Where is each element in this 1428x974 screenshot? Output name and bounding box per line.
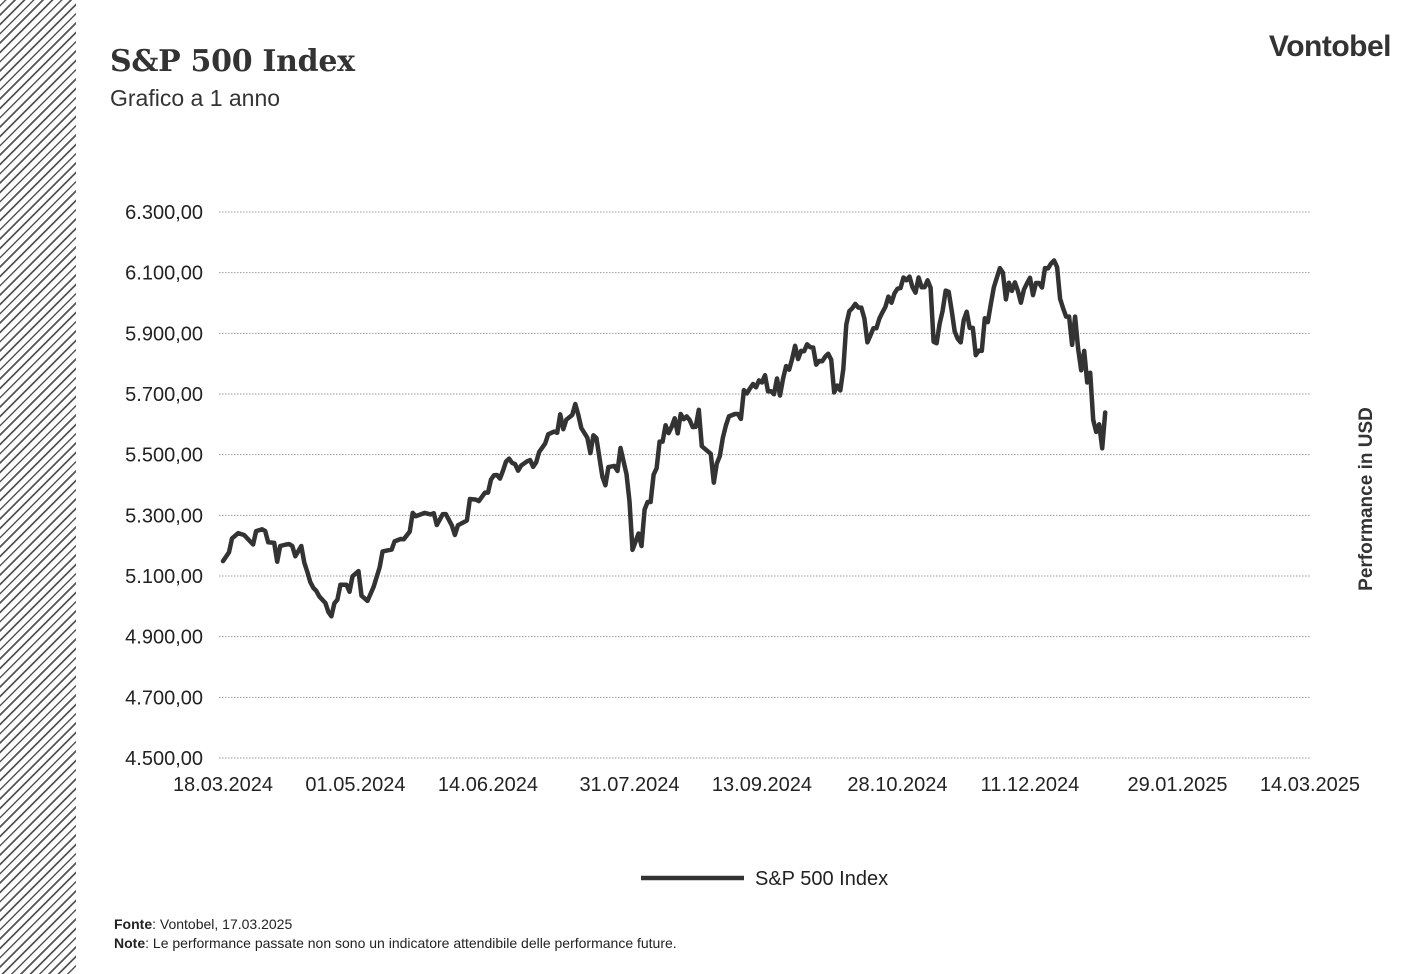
source-note: Fonte: Vontobel, 17.03.2025 [114, 916, 292, 932]
x-tick-label: 31.07.2024 [579, 774, 679, 796]
brand-logo: Vontobel [1268, 30, 1392, 63]
source-text: : Vontobel, 17.03.2025 [152, 916, 293, 932]
x-tick-label: 14.06.2024 [438, 774, 538, 796]
note-text: : Le performance passate non sono un ind… [145, 935, 677, 951]
x-tick-label: 29.01.2025 [1127, 774, 1227, 796]
y-tick-label: 4.900,00 [125, 627, 203, 649]
series-line [220, 258, 1108, 619]
x-axis: 18.03.2024 01.05.2024 14.06.2024 31.07.2024… [173, 774, 1360, 796]
y-tick-label: 6.300,00 [125, 202, 203, 224]
x-tick-label: 28.10.2024 [847, 774, 947, 796]
y-tick-label: 5.900,00 [125, 323, 203, 345]
y-tick-label: 4.500,00 [125, 748, 203, 770]
hatched-side-band [0, 0, 76, 974]
y-axis: 4.500,00 4.700,00 4.900,00 5.100,00 5.300,00… [125, 202, 203, 770]
page-subtitle: Grafico a 1 anno [110, 85, 281, 111]
x-tick-label: 13.09.2024 [712, 774, 812, 796]
y-axis-title: Performance in USD [1356, 407, 1377, 591]
y-tick-label: 5.500,00 [125, 445, 203, 467]
page-title: S&P 500 Index [110, 44, 355, 79]
x-tick-label: 18.03.2024 [173, 774, 273, 796]
y-tick-label: 6.100,00 [125, 263, 203, 285]
gridlines [219, 211, 1310, 759]
note-label: Note [114, 935, 146, 951]
legend-label: S&P 500 Index [755, 868, 888, 890]
source-label: Fonte [114, 916, 153, 932]
x-tick-label: 01.05.2024 [305, 774, 405, 796]
disclaimer-note: Note: Le performance passate non sono un… [114, 935, 677, 951]
x-tick-label: 11.12.2024 [981, 774, 1080, 796]
y-tick-label: 5.300,00 [125, 505, 203, 527]
y-tick-label: 5.700,00 [125, 384, 203, 406]
x-tick-label: 14.03.2025 [1260, 774, 1360, 796]
y-tick-label: 5.100,00 [125, 566, 203, 588]
y-tick-label: 4.700,00 [125, 687, 203, 709]
